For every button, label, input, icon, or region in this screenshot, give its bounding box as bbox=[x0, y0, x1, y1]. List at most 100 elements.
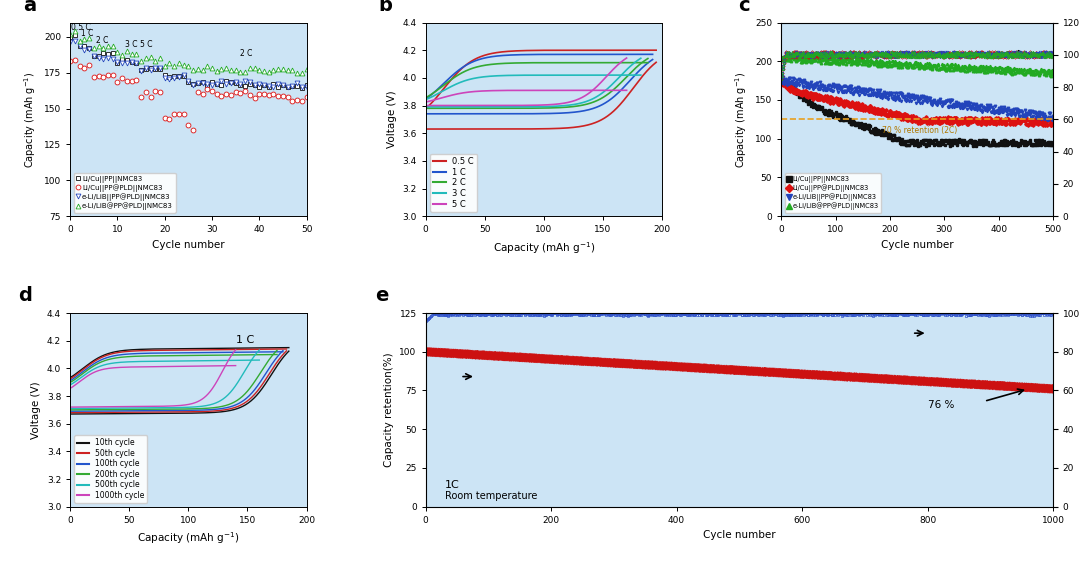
Li/Cu||PP||NMC83 bbox=[295, 85, 308, 92]
Li/Cu||PP||NMC83 bbox=[1047, 142, 1059, 149]
Line: e-Li/LiB||PP@PLD||NMC83: e-Li/LiB||PP@PLD||NMC83 bbox=[780, 76, 1054, 122]
Li/Cu||PP@PLD||NMC83 bbox=[874, 109, 887, 116]
Text: 2 C: 2 C bbox=[96, 35, 109, 44]
e-Li/LiB||PP@PLD||NMC83 bbox=[950, 101, 963, 108]
Li/Cu||PP@PLD||NMC83 bbox=[1000, 120, 1013, 127]
Text: 1C: 1C bbox=[445, 480, 459, 490]
e-Li/LiB||PP@PLD||NMC83 bbox=[874, 91, 887, 98]
Li/Cu||PP@PLD||NMC83 bbox=[139, 89, 152, 96]
e-Li/LiB||PP@PLD||NMC83 bbox=[854, 88, 867, 95]
Line: Li/Cu||PP@PLD||NMC83: Li/Cu||PP@PLD||NMC83 bbox=[68, 57, 309, 133]
Li/Cu||PP||NMC83 bbox=[842, 117, 855, 124]
Li/Cu||PP||NMC83 bbox=[874, 131, 887, 137]
e-Li/LiB||PP@PLD||NMC83 bbox=[295, 83, 308, 90]
Li/Cu||PP@PLD||NMC83 bbox=[949, 115, 962, 122]
e-Li/LiB@PP@PLD||NMC83 bbox=[842, 57, 855, 64]
Li/Cu||PP@PLD||NMC83 bbox=[1047, 117, 1059, 124]
Li/Cu||PP@PLD||NMC83 bbox=[774, 77, 787, 83]
Y-axis label: Capacity retention(%): Capacity retention(%) bbox=[383, 352, 394, 467]
Li/Cu||PP||NMC83 bbox=[774, 74, 787, 81]
X-axis label: Capacity (mAh g$^{-1}$): Capacity (mAh g$^{-1}$) bbox=[492, 240, 595, 256]
Li/Cu||PP@PLD||NMC83 bbox=[295, 97, 308, 104]
Li/Cu||PP||NMC83 bbox=[954, 139, 967, 146]
Li/Cu||PP@PLD||NMC83 bbox=[144, 94, 157, 101]
X-axis label: Capacity (mAh g$^{-1}$): Capacity (mAh g$^{-1}$) bbox=[137, 530, 240, 546]
Li/Cu||PP||NMC83 bbox=[853, 120, 866, 127]
e-Li/LiB@PP@PLD||NMC83 bbox=[1047, 67, 1059, 74]
e-Li/LiB||PP@PLD||NMC83 bbox=[1047, 113, 1059, 119]
e-Li/LiB@PP@PLD||NMC83 bbox=[225, 66, 238, 73]
Text: e: e bbox=[376, 287, 389, 305]
X-axis label: Cycle number: Cycle number bbox=[152, 240, 225, 250]
Y-axis label: Capacity (mAh g$^{-1}$): Capacity (mAh g$^{-1}$) bbox=[23, 71, 39, 168]
e-Li/LiB||PP@PLD||NMC83 bbox=[64, 39, 77, 46]
Li/Cu||PP||NMC83 bbox=[950, 141, 963, 148]
Text: 0.5 C: 0.5 C bbox=[71, 23, 91, 32]
e-Li/LiB@PP@PLD||NMC83 bbox=[144, 54, 157, 61]
Li/Cu||PP||NMC83 bbox=[144, 65, 157, 72]
Li/Cu||PP||NMC83 bbox=[225, 78, 238, 85]
e-Li/LiB||PP@PLD||NMC83 bbox=[121, 60, 134, 67]
Li/Cu||PP||NMC83 bbox=[291, 83, 303, 90]
Text: Room temperature: Room temperature bbox=[445, 491, 537, 501]
e-Li/LiB@PP@PLD||NMC83 bbox=[779, 51, 792, 58]
Li/Cu||PP@PLD||NMC83 bbox=[68, 56, 81, 63]
Li/Cu||PP@PLD||NMC83 bbox=[229, 88, 242, 95]
e-Li/LiB||PP@PLD||NMC83 bbox=[68, 38, 81, 44]
Legend: Li/Cu||PP||NMC83, Li/Cu||PP@PLD||NMC83, e-Li/LiB||PP@PLD||NMC83, e-Li/LiB@PP@PLD: Li/Cu||PP||NMC83, Li/Cu||PP@PLD||NMC83, … bbox=[784, 173, 881, 213]
Li/Cu||PP@PLD||NMC83 bbox=[1044, 122, 1057, 128]
e-Li/LiB@PP@PLD||NMC83 bbox=[954, 66, 967, 73]
Text: c: c bbox=[738, 0, 750, 15]
Line: e-Li/LiB@PP@PLD||NMC83: e-Li/LiB@PP@PLD||NMC83 bbox=[68, 29, 309, 76]
Li/Cu||PP||NMC83 bbox=[139, 66, 152, 73]
Text: 2 C: 2 C bbox=[241, 48, 253, 57]
Y-axis label: Capacity (mAh g$^{-1}$): Capacity (mAh g$^{-1}$) bbox=[733, 71, 750, 168]
e-Li/LiB@PP@PLD||NMC83 bbox=[121, 47, 134, 54]
Li/Cu||PP@PLD||NMC83 bbox=[187, 127, 200, 133]
Text: b: b bbox=[378, 0, 392, 15]
e-Li/LiB@PP@PLD||NMC83 bbox=[68, 28, 81, 35]
e-Li/LiB@PP@PLD||NMC83 bbox=[1044, 72, 1057, 79]
Text: 3 C: 3 C bbox=[124, 40, 137, 49]
Li/Cu||PP||NMC83 bbox=[68, 32, 81, 38]
e-Li/LiB@PP@PLD||NMC83 bbox=[950, 66, 963, 73]
Li/Cu||PP||NMC83 bbox=[300, 82, 313, 88]
Li/Cu||PP||NMC83 bbox=[1000, 138, 1013, 145]
Legend: 10th cycle, 50th cycle, 100th cycle, 200th cycle, 500th cycle, 1000th cycle: 10th cycle, 50th cycle, 100th cycle, 200… bbox=[75, 435, 147, 503]
e-Li/LiB||PP@PLD||NMC83 bbox=[225, 80, 238, 87]
e-Li/LiB||PP@PLD||NMC83 bbox=[1041, 117, 1054, 124]
e-Li/LiB@PP@PLD||NMC83 bbox=[774, 56, 787, 62]
e-Li/LiB||PP@PLD||NMC83 bbox=[1000, 111, 1013, 118]
Legend: Li/Cu||PP||NMC83, Li/Cu||PP@PLD||NMC83, e-Li/LiB||PP@PLD||NMC83, e-Li/LiB@PP@PLD: Li/Cu||PP||NMC83, Li/Cu||PP@PLD||NMC83, … bbox=[73, 173, 176, 213]
e-Li/LiB||PP@PLD||NMC83 bbox=[842, 85, 855, 92]
Legend: 0.5 C, 1 C, 2 C, 3 C, 5 C: 0.5 C, 1 C, 2 C, 3 C, 5 C bbox=[430, 154, 477, 212]
Li/Cu||PP||NMC83 bbox=[64, 34, 77, 41]
e-Li/LiB||PP@PLD||NMC83 bbox=[139, 64, 152, 71]
Y-axis label: Voltage (V): Voltage (V) bbox=[387, 91, 396, 148]
e-Li/LiB||PP@PLD||NMC83 bbox=[239, 78, 252, 84]
Line: Li/Cu||PP||NMC83: Li/Cu||PP||NMC83 bbox=[780, 77, 1054, 147]
Li/Cu||PP@PLD||NMC83 bbox=[300, 93, 313, 100]
Y-axis label: Voltage (V): Voltage (V) bbox=[31, 381, 41, 439]
Li/Cu||PP@PLD||NMC83 bbox=[64, 57, 77, 64]
e-Li/LiB@PP@PLD||NMC83 bbox=[1000, 64, 1013, 71]
Li/Cu||PP||NMC83 bbox=[239, 83, 252, 90]
Li/Cu||PP@PLD||NMC83 bbox=[953, 119, 966, 126]
e-Li/LiB@PP@PLD||NMC83 bbox=[139, 55, 152, 61]
Li/Cu||PP@PLD||NMC83 bbox=[842, 101, 855, 108]
Line: e-Li/LiB||PP@PLD||NMC83: e-Li/LiB||PP@PLD||NMC83 bbox=[68, 39, 309, 90]
e-Li/LiB||PP@PLD||NMC83 bbox=[954, 104, 967, 111]
e-Li/LiB||PP@PLD||NMC83 bbox=[144, 66, 157, 73]
e-Li/LiB||PP@PLD||NMC83 bbox=[774, 76, 787, 83]
e-Li/LiB@PP@PLD||NMC83 bbox=[295, 70, 308, 77]
Text: 1 C: 1 C bbox=[81, 29, 94, 38]
Line: e-Li/LiB@PP@PLD||NMC83: e-Li/LiB@PP@PLD||NMC83 bbox=[780, 53, 1054, 77]
e-Li/LiB@PP@PLD||NMC83 bbox=[854, 56, 867, 63]
Text: 76 %: 76 % bbox=[928, 400, 954, 409]
Text: a: a bbox=[23, 0, 36, 15]
Line: Li/Cu||PP||NMC83: Li/Cu||PP||NMC83 bbox=[68, 33, 309, 91]
Li/Cu||PP||NMC83 bbox=[121, 56, 134, 63]
Text: 70 % retention (2C): 70 % retention (2C) bbox=[881, 126, 957, 135]
e-Li/LiB||PP@PLD||NMC83 bbox=[300, 84, 313, 91]
Li/Cu||PP@PLD||NMC83 bbox=[121, 78, 134, 84]
